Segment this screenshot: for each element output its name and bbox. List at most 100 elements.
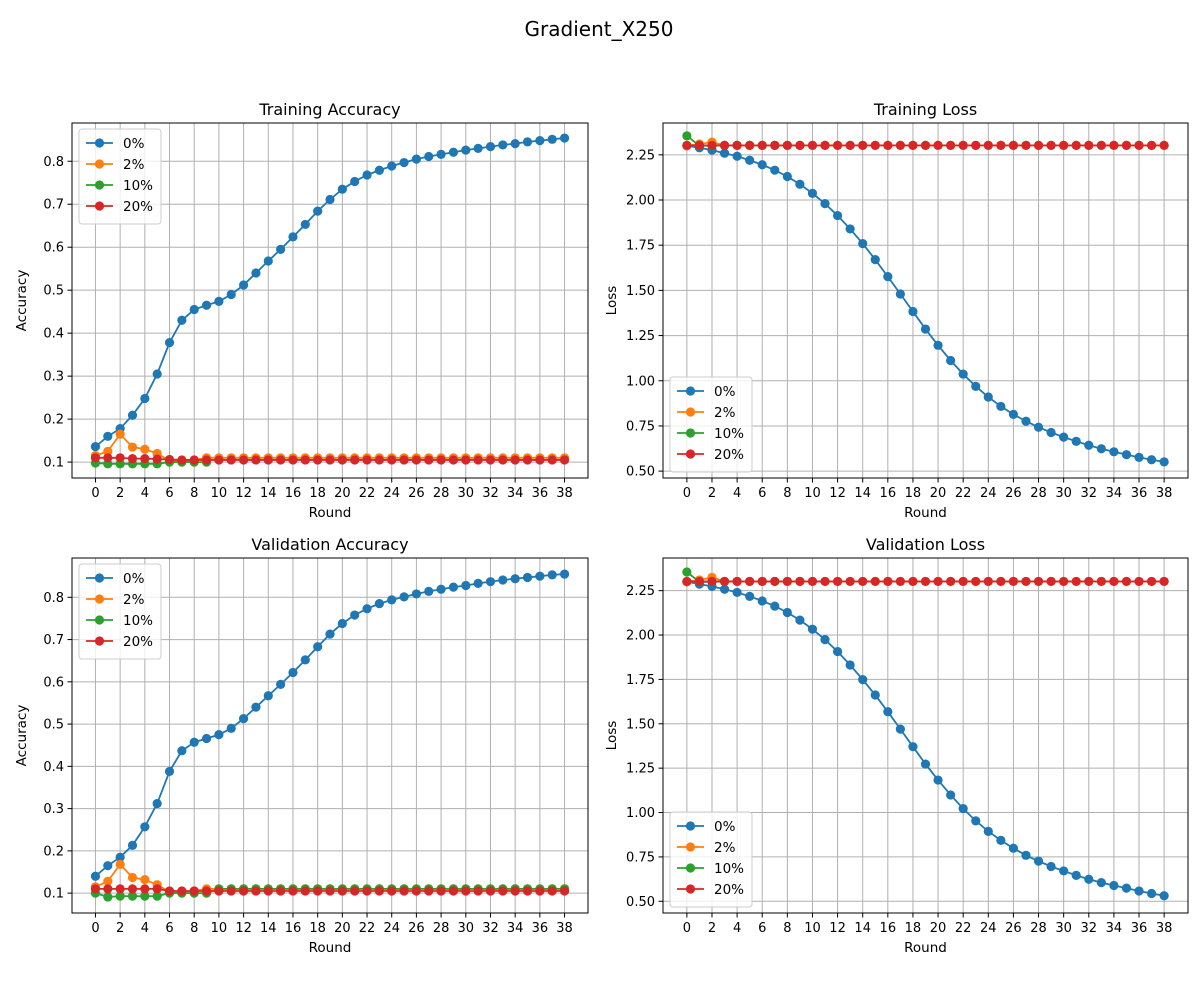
- x-tick-label: 30: [458, 921, 475, 936]
- x-tick-label: 14: [854, 486, 871, 501]
- data-point: [461, 886, 471, 896]
- data-point: [845, 224, 855, 234]
- data-point: [1033, 856, 1044, 866]
- y-tick-label: 0.6: [43, 675, 64, 690]
- data-point: [820, 635, 830, 645]
- data-point: [870, 690, 880, 700]
- x-tick-label: 34: [507, 921, 524, 936]
- data-point: [103, 884, 113, 894]
- data-point: [547, 570, 557, 580]
- data-point: [983, 826, 993, 836]
- data-point: [374, 599, 384, 609]
- data-point: [1084, 140, 1094, 151]
- legend-label: 10%: [714, 426, 744, 442]
- data-point: [547, 886, 557, 896]
- data-point: [374, 886, 384, 896]
- data-point: [832, 646, 843, 657]
- data-point: [152, 891, 162, 901]
- x-tick-label: 20: [334, 486, 351, 501]
- plot-frame: [662, 122, 1189, 479]
- data-point: [908, 140, 918, 151]
- y-tick-label: 0.2: [43, 844, 64, 859]
- data-point: [399, 886, 409, 896]
- data-point: [933, 340, 943, 350]
- data-point: [719, 576, 730, 587]
- data-point: [411, 154, 422, 164]
- data-point: [1046, 576, 1056, 587]
- data-point: [782, 140, 792, 151]
- series-line-0%: [686, 144, 1165, 463]
- data-point: [782, 607, 792, 618]
- legend-swatch-marker: [94, 159, 105, 169]
- data-point: [424, 886, 434, 896]
- data-point: [996, 835, 1006, 846]
- data-point: [1096, 576, 1106, 587]
- data-point: [436, 149, 446, 159]
- data-point: [946, 355, 956, 366]
- data-point: [127, 891, 138, 901]
- data-point: [399, 157, 409, 168]
- data-point: [1033, 140, 1044, 151]
- x-tick-label: 18: [309, 486, 326, 501]
- data-point: [694, 140, 705, 151]
- data-point: [795, 140, 805, 151]
- data-point: [337, 886, 347, 896]
- data-point: [522, 572, 533, 583]
- legend-label: 2%: [123, 592, 145, 608]
- x-tick-label: 18: [309, 921, 326, 936]
- legend-label: 10%: [123, 178, 153, 194]
- data-point: [958, 804, 968, 814]
- data-point: [832, 210, 843, 221]
- data-point: [115, 884, 125, 894]
- legend-swatch-marker: [94, 573, 105, 583]
- data-point: [1084, 576, 1094, 587]
- series-line-0%: [686, 580, 1165, 897]
- y-tick-label: 2.00: [626, 194, 655, 209]
- data-point: [374, 455, 384, 465]
- data-point: [971, 816, 981, 826]
- data-point: [424, 455, 434, 465]
- data-point: [732, 576, 742, 587]
- data-point: [1059, 576, 1069, 587]
- data-point: [870, 140, 880, 151]
- data-point: [559, 455, 570, 465]
- data-point: [870, 255, 880, 265]
- legend-swatch-marker: [685, 863, 696, 873]
- y-tick-label: 0.75: [626, 850, 655, 865]
- y-tick-label: 1.75: [626, 239, 655, 254]
- data-point: [682, 576, 692, 587]
- data-point: [1071, 436, 1081, 446]
- data-point: [177, 455, 187, 465]
- data-point: [1146, 888, 1157, 899]
- x-tick-label: 18: [905, 921, 922, 936]
- data-point: [732, 140, 742, 151]
- y-tick-label: 0.50: [626, 895, 655, 910]
- x-tick-label: 0: [91, 486, 99, 501]
- data-point: [745, 576, 755, 587]
- y-tick-label: 0.6: [43, 241, 64, 256]
- data-point: [411, 589, 422, 599]
- legend-swatch-marker: [94, 594, 105, 604]
- data-point: [1059, 866, 1069, 876]
- data-point: [226, 723, 236, 733]
- x-tick-label: 26: [1005, 486, 1022, 501]
- data-point: [920, 576, 931, 587]
- legend-label: 20%: [714, 882, 744, 898]
- x-tick-label: 10: [211, 486, 228, 501]
- x-tick-label: 2: [116, 921, 124, 936]
- data-point: [152, 884, 162, 894]
- data-point: [1084, 440, 1094, 450]
- y-tick-label: 2.00: [626, 629, 655, 644]
- y-tick-label: 1.50: [626, 717, 655, 732]
- validation-accuracy-panel: 0 2 4 6 8 10 12 14 16 18 20 22 24 26 28 30 32 34 36 380.10.…: [14, 535, 589, 956]
- data-point: [127, 454, 138, 464]
- data-point: [1071, 140, 1081, 151]
- data-point: [201, 300, 212, 310]
- x-tick-label: 22: [359, 921, 376, 936]
- data-point: [325, 455, 335, 465]
- data-point: [313, 455, 323, 465]
- x-tick-label: 16: [285, 921, 302, 936]
- data-point: [946, 576, 956, 587]
- data-point: [983, 576, 993, 587]
- data-point: [1159, 576, 1169, 587]
